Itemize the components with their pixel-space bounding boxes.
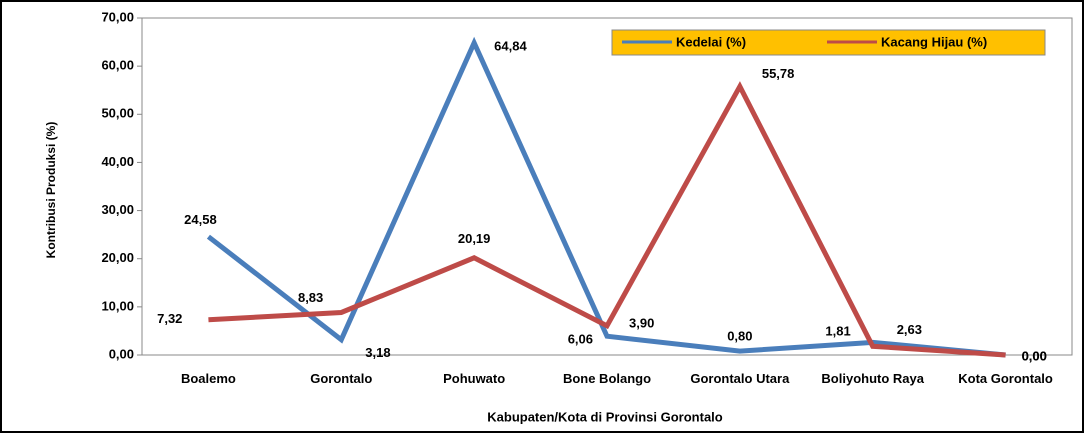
plot-area: [141, 17, 1073, 356]
data-label: 8,83: [298, 290, 323, 305]
x-tick-label: Pohuwato: [443, 371, 506, 386]
data-label: 6,06: [568, 331, 593, 346]
data-label: 0,80: [727, 329, 752, 344]
x-tick-label: Gorontalo: [310, 371, 373, 386]
data-label: 0,00: [1022, 348, 1047, 363]
data-label: 20,19: [458, 231, 491, 246]
y-tick-label: 0,00: [109, 346, 134, 361]
x-tick-label: Kota Gorontalo: [958, 371, 1053, 386]
data-label: 0,00: [1022, 348, 1047, 363]
y-axis-title: Kontribusi Produksi (%): [44, 122, 58, 259]
y-tick-label: 30,00: [101, 202, 134, 217]
data-label: 64,84: [494, 38, 527, 53]
x-tick-label: Gorontalo Utara: [690, 371, 790, 386]
data-label: 2,63: [897, 322, 922, 337]
data-label: 3,18: [365, 345, 390, 360]
y-tick-label: 20,00: [101, 250, 134, 265]
x-tick-label: Boliyohuto Raya: [821, 371, 924, 386]
x-axis-title: Kabupaten/Kota di Provinsi Gorontalo: [487, 409, 723, 424]
y-tick-label: 50,00: [101, 106, 134, 121]
series-line: [206, 36, 1006, 358]
x-tick-label: Bone Bolango: [562, 371, 652, 386]
y-tick-label: 70,00: [101, 9, 134, 24]
data-label: 55,78: [762, 66, 795, 81]
series-line: [208, 81, 1006, 358]
data-label: 7,32: [157, 311, 182, 326]
y-tick-label: 60,00: [101, 58, 134, 73]
data-label: 1,81: [825, 324, 850, 339]
y-tick-label: 40,00: [101, 154, 134, 169]
data-label: 24,58: [184, 212, 217, 227]
y-tick-label: 10,00: [101, 298, 134, 313]
legend-label: Kedelai (%): [676, 34, 746, 49]
x-tick-label: Boalemo: [180, 371, 236, 386]
legend-label: Kacang Hijau (%): [881, 34, 987, 49]
data-label: 3,90: [629, 316, 654, 331]
